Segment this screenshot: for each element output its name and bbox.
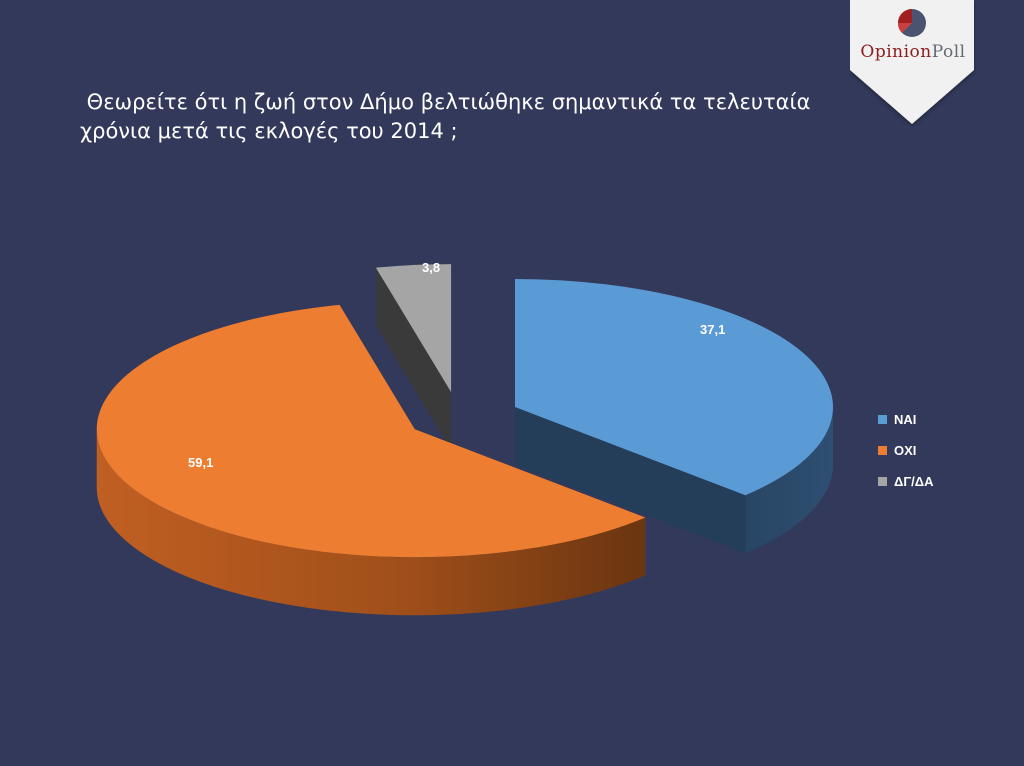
opinionpoll-logo-badge: OpinionPoll	[850, 0, 976, 126]
opinionpoll-logo-text: OpinionPoll	[850, 42, 976, 62]
pie-slice-oxi	[96, 304, 646, 616]
data-label-nai: 37,1	[700, 322, 726, 337]
legend-swatch-nai	[878, 415, 887, 424]
pie-wall-dgda-0	[375, 267, 452, 451]
chart-legend: ΝΑΙ ΟΧΙ ΔΓ/ΔΑ	[878, 404, 934, 497]
pie-slice-nai	[514, 279, 833, 554]
pie-top-oxi	[96, 304, 646, 558]
legend-swatch-dgda	[878, 477, 887, 486]
chart-title-line-1: Θεωρείτε ότι η ζωή στον Δήμο βελτιώθηκε …	[80, 90, 811, 114]
chart-title: Θεωρείτε ότι η ζωή στον Δήμο βελτιώθηκε …	[80, 88, 811, 146]
pie-top-nai	[514, 279, 833, 496]
pie-slice-dgda	[375, 264, 452, 451]
opinionpoll-circle-logo-icon	[897, 9, 926, 37]
legend-item-nai: ΝΑΙ	[878, 404, 934, 435]
legend-label-nai: ΝΑΙ	[894, 412, 917, 427]
legend-swatch-oxi	[878, 446, 887, 455]
logo-word-poll: Poll	[931, 42, 966, 62]
chart-title-line-2: χρόνια μετά τις εκλογές του 2014 ;	[80, 119, 458, 143]
data-label-dgda: 3,8	[422, 260, 441, 275]
legend-item-dgda: ΔΓ/ΔΑ	[878, 466, 934, 497]
pie-wall-nai-1	[514, 407, 746, 554]
pie-top-dgda	[375, 264, 452, 393]
pie-rim-nai	[745, 407, 833, 554]
pie-rim-oxi	[96, 429, 646, 616]
legend-label-oxi: ΟΧΙ	[894, 443, 917, 458]
legend-item-oxi: ΟΧΙ	[878, 435, 934, 466]
legend-label-dgda: ΔΓ/ΔΑ	[894, 474, 934, 489]
data-label-oxi: 59,1	[188, 455, 214, 470]
logo-word-opinion: Opinion	[860, 42, 932, 62]
logo-badge-shape	[850, 0, 974, 124]
